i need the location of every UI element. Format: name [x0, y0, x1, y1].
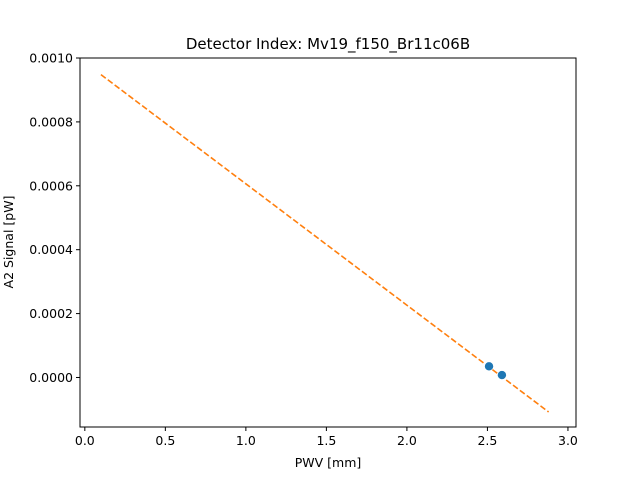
y-tick-label: 0.0004	[29, 242, 73, 257]
y-axis-label: A2 Signal [pW]	[1, 196, 16, 289]
x-axis-label: PWV [mm]	[295, 455, 362, 470]
x-tick-label: 3.0	[558, 433, 578, 448]
x-tick-label: 2.5	[477, 433, 497, 448]
x-tick-label: 1.5	[316, 433, 336, 448]
y-axis: 0.0000 0.0002 0.0004 0.0006 0.0008 0.0010	[29, 51, 80, 385]
x-tick-label: 2.0	[397, 433, 417, 448]
y-tick-label: 0.0006	[29, 178, 73, 193]
x-tick-label: 1.0	[236, 433, 256, 448]
x-axis: 0.0 0.5 1.0 1.5 2.0 2.5 3.0	[75, 427, 578, 448]
y-tick-label: 0.0010	[29, 51, 73, 66]
fit-line	[100, 73, 550, 413]
chart-title: Detector Index: Mv19_f150_Br11c06B	[186, 35, 470, 54]
x-tick-label: 0.5	[155, 433, 175, 448]
y-tick-label: 0.0002	[29, 306, 73, 321]
y-tick-label: 0.0008	[29, 114, 73, 129]
data-point	[497, 370, 507, 380]
plot-frame	[79, 57, 577, 428]
y-tick-label: 0.0000	[29, 370, 73, 385]
plot-content	[100, 73, 550, 413]
x-tick-label: 0.0	[75, 433, 95, 448]
data-point	[484, 362, 494, 371]
